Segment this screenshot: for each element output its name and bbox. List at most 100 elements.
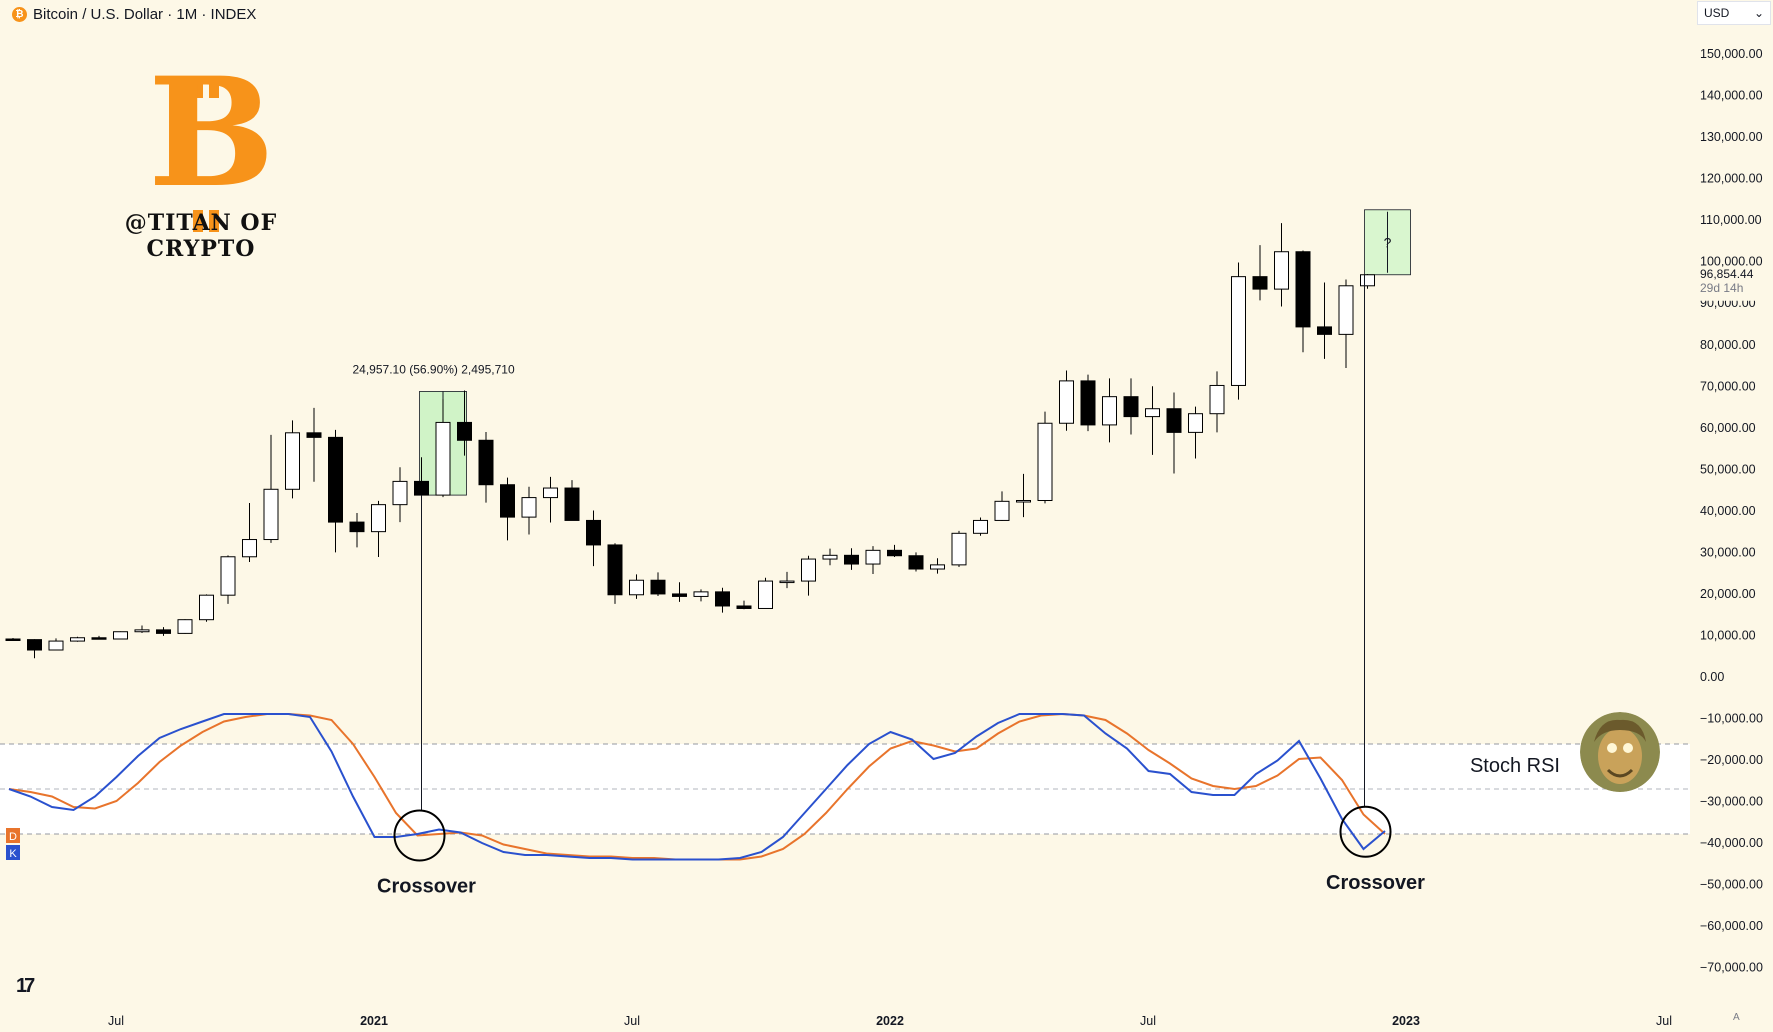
measure-label: 24,957.10 (56.90%) 2,495,710: [353, 362, 515, 376]
bitcoin-logo-letter: B: [148, 45, 275, 221]
candle-body[interactable]: [263, 488, 279, 541]
candle-body[interactable]: [779, 580, 795, 584]
candle-body[interactable]: [1209, 384, 1225, 415]
price-tick-label: 0.00: [1700, 670, 1724, 684]
price-badge: [1696, 266, 1772, 301]
time-axis[interactable]: Jul2021Jul2022Jul2023Jul2024Jul2025Jul20…: [108, 1014, 1773, 1028]
candle-body[interactable]: [564, 487, 580, 521]
candle-body[interactable]: [1145, 408, 1160, 418]
candle-body[interactable]: [242, 539, 257, 558]
candle-body[interactable]: [1016, 499, 1031, 503]
time-tick-label: Jul: [108, 1014, 124, 1028]
candle-body[interactable]: [328, 436, 343, 523]
time-tick-label: Jul: [624, 1014, 640, 1028]
d-marker-box: [6, 828, 20, 843]
candle-body[interactable]: [414, 480, 429, 496]
candle-body[interactable]: [113, 631, 128, 640]
price-tick-label: 40,000.00: [1700, 504, 1756, 518]
candle-body[interactable]: [435, 421, 451, 496]
candle-body[interactable]: [457, 421, 472, 441]
candle-body[interactable]: [1102, 396, 1117, 426]
candle-body[interactable]: [1037, 422, 1053, 501]
avatar-portrait-icon: [1580, 712, 1660, 792]
candle-body[interactable]: [478, 439, 494, 486]
candle-body[interactable]: [1295, 251, 1311, 328]
price-tick-label: −40,000.00: [1700, 836, 1763, 850]
currency-value: USD: [1704, 6, 1730, 20]
candle-body[interactable]: [1188, 413, 1203, 433]
candle-body[interactable]: [371, 504, 386, 533]
candle-body[interactable]: [844, 554, 859, 565]
candle-body[interactable]: [543, 487, 558, 499]
candle-body[interactable]: [1231, 276, 1246, 386]
candle-body[interactable]: [1338, 285, 1354, 335]
candle-body[interactable]: [199, 594, 214, 621]
symbol-title[interactable]: Bitcoin / U.S. Dollar · 1M · INDEX: [33, 5, 257, 23]
price-tick-label: −70,000.00: [1700, 961, 1763, 975]
candle-body[interactable]: [736, 605, 752, 609]
candle-body[interactable]: [306, 432, 322, 438]
auto-scale-button[interactable]: A: [1733, 1012, 1740, 1023]
candle-body[interactable]: [134, 629, 150, 633]
candle-body[interactable]: [973, 519, 988, 534]
candle-body[interactable]: [349, 521, 365, 533]
candle-body[interactable]: [951, 532, 967, 566]
candle-body[interactable]: [70, 637, 85, 642]
time-tick-label: 2022: [876, 1014, 904, 1028]
candle-body[interactable]: [521, 497, 537, 518]
currency-select[interactable]: USD ⌄: [1697, 1, 1771, 25]
candles-group: [5, 223, 1375, 659]
candle-body[interactable]: [5, 638, 21, 642]
price-axis[interactable]: 150,000.00 140,000.00 130,000.00 120,000.00…: [1700, 47, 1763, 975]
candle-body[interactable]: [156, 629, 171, 634]
candle-body[interactable]: [48, 640, 64, 651]
candle-body[interactable]: [1317, 326, 1332, 335]
stoch-k-line: [8, 713, 1386, 861]
price-tick-label: −30,000.00: [1700, 795, 1763, 809]
time-tick-label: Jul: [1140, 1014, 1156, 1028]
time-tick-label: 2021: [360, 1014, 388, 1028]
candle-body[interactable]: [1360, 274, 1375, 287]
candle-body[interactable]: [1059, 380, 1074, 424]
candle-body[interactable]: [994, 500, 1010, 521]
candle-body[interactable]: [801, 558, 816, 582]
crossover-label-2: Crossover: [1326, 872, 1425, 894]
tradingview-logo[interactable]: 17: [16, 975, 35, 997]
candle-body[interactable]: [91, 637, 107, 640]
candle-body[interactable]: [220, 556, 236, 596]
price-tick-label: 140,000.00: [1700, 89, 1763, 103]
candle-body[interactable]: [715, 591, 730, 607]
candle-body[interactable]: [1123, 396, 1139, 418]
candle-body[interactable]: [586, 519, 601, 546]
candle-body[interactable]: [285, 432, 300, 490]
candle-body[interactable]: [908, 555, 924, 570]
price-tick-label: 10,000.00: [1700, 628, 1756, 642]
candle-body[interactable]: [930, 564, 945, 570]
candle-body[interactable]: [758, 580, 773, 609]
crossover-label-1: Crossover: [377, 876, 476, 898]
candle-body[interactable]: [672, 593, 687, 597]
candle-body[interactable]: [1080, 380, 1096, 426]
candle-body[interactable]: [1274, 251, 1289, 290]
candle-body[interactable]: [693, 591, 709, 597]
candle-body[interactable]: [887, 549, 902, 557]
price-tick-label: 80,000.00: [1700, 338, 1756, 352]
candle-body[interactable]: [607, 544, 623, 596]
candle-body[interactable]: [392, 480, 408, 506]
candle-body[interactable]: [865, 549, 881, 565]
k-marker-box: [6, 845, 20, 860]
brand-handle: @TITAN OF CRYPTO: [124, 210, 278, 262]
candle-body[interactable]: [822, 554, 838, 560]
bitcoin-icon: ₿: [12, 6, 27, 22]
candle-body[interactable]: [177, 619, 193, 634]
d-marker: D: [9, 831, 17, 843]
candle-body[interactable]: [1252, 276, 1268, 290]
candle-body[interactable]: [500, 484, 515, 518]
price-tick-label: 110,000.00: [1700, 213, 1762, 227]
candle-body[interactable]: [650, 579, 666, 595]
candle-body[interactable]: [1166, 408, 1182, 433]
candle-body[interactable]: [27, 639, 42, 651]
crossover-circle-2: [1339, 805, 1392, 858]
candle-body[interactable]: [629, 579, 644, 596]
